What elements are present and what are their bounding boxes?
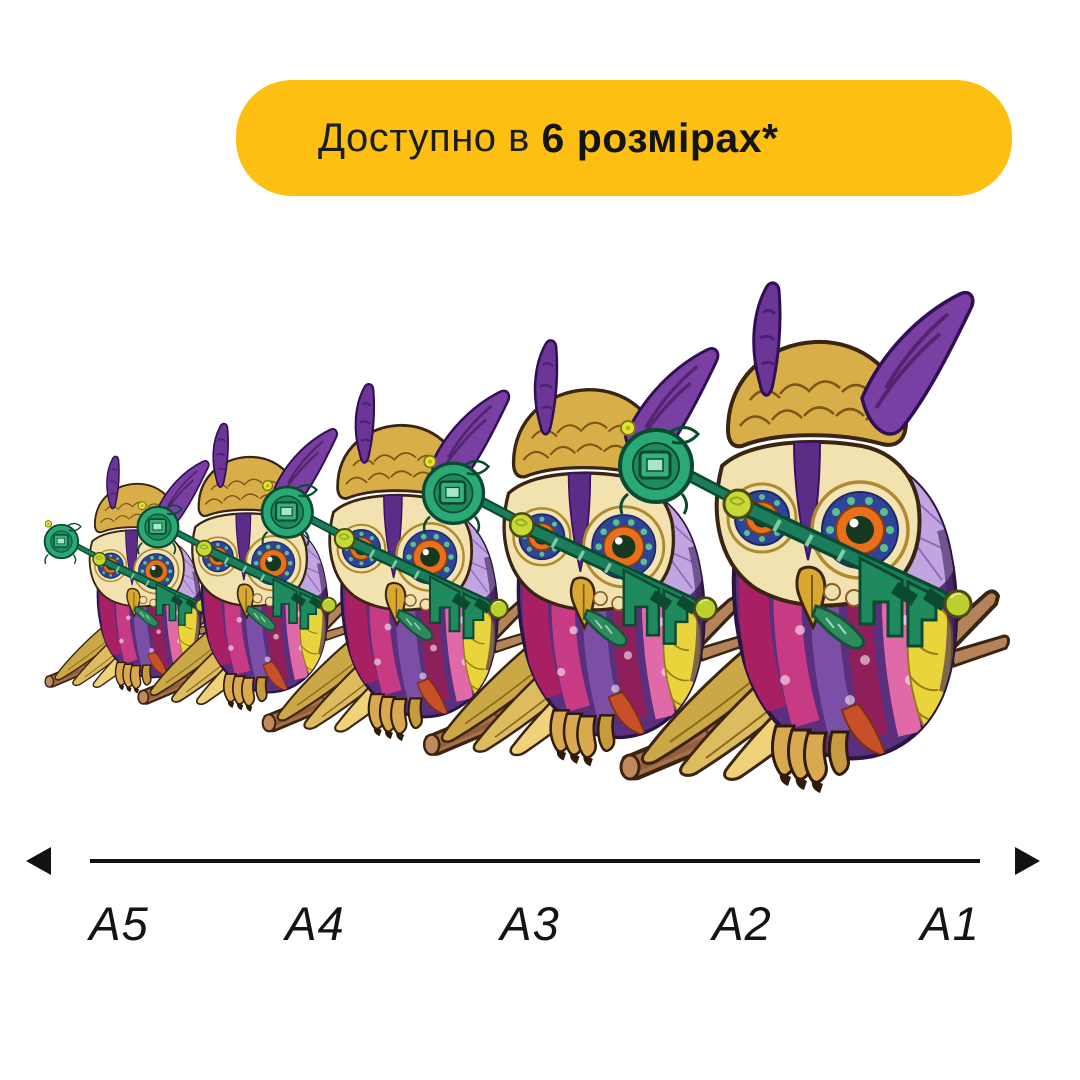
scale-line [90,859,980,863]
left-arrow-icon [26,847,51,875]
size-label-a4: A4 [285,897,345,950]
size-label-a2: A2 [712,897,772,950]
size-label-a1: A1 [920,897,980,950]
right-arrow-icon [1015,847,1040,875]
banner-text: Доступно в [318,115,542,160]
banner: Доступно в 6 розмірах* [236,80,1012,196]
banner-highlight: 6 розмірах* [541,114,779,161]
size-label-a3: A3 [500,897,560,950]
size-label-a5: A5 [89,897,149,950]
